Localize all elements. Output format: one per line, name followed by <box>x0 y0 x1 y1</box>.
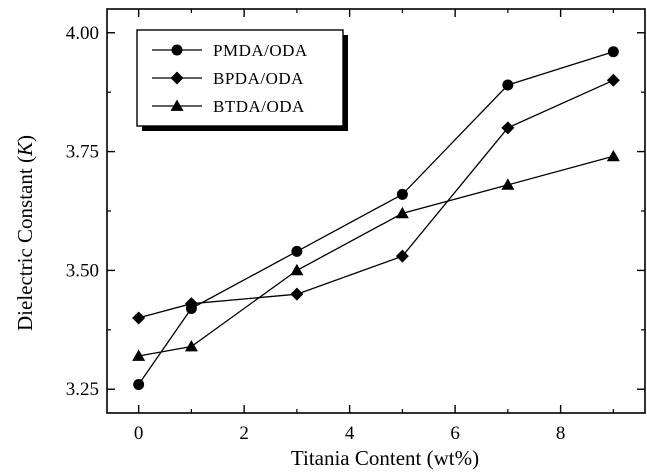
legend-label: PMDA/ODA <box>213 41 308 60</box>
legend-marker <box>170 71 184 85</box>
series-line <box>138 155 614 357</box>
y-tick-label: 3.50 <box>66 260 99 281</box>
y-axis-title: Dielectric Constant (K) <box>13 135 37 331</box>
y-tick-label: 3.25 <box>66 379 99 400</box>
y-tick-label: 4.00 <box>66 23 99 44</box>
data-point <box>133 378 145 390</box>
data-point <box>501 178 515 190</box>
series-line <box>138 79 614 319</box>
legend-label: BPDA/ODA <box>213 69 304 88</box>
series-btda-oda <box>132 149 620 361</box>
data-point <box>132 311 146 325</box>
data-point <box>396 188 408 200</box>
legend-marker <box>171 44 183 56</box>
data-point <box>184 339 198 352</box>
x-tick-label: 4 <box>345 423 355 444</box>
data-point <box>132 349 146 361</box>
data-point <box>501 121 515 135</box>
data-point <box>395 206 409 219</box>
data-point <box>502 79 514 91</box>
data-point <box>607 46 619 58</box>
legend-label: BTDA/ODA <box>213 97 305 116</box>
data-point <box>290 263 304 276</box>
x-axis-title: Titania Content (wt%) <box>291 446 479 470</box>
data-point <box>290 287 304 301</box>
legend-marker <box>170 99 184 111</box>
data-point <box>184 297 198 311</box>
x-tick-label: 2 <box>239 423 249 444</box>
y-axis-title-variable: K <box>13 141 37 157</box>
y-tick-label: 3.75 <box>66 142 99 163</box>
y-axis-title-prefix: Dielectric Constant ( <box>13 156 37 331</box>
data-point <box>395 249 409 263</box>
data-point <box>291 245 303 257</box>
x-tick-label: 0 <box>134 423 144 444</box>
data-point <box>606 73 620 87</box>
x-tick-label: 6 <box>450 423 460 444</box>
y-axis-title-suffix: ) <box>13 135 37 142</box>
series-line <box>138 51 614 385</box>
x-tick-label: 8 <box>556 423 566 444</box>
series-bpda-oda <box>132 73 620 325</box>
data-point <box>606 149 620 162</box>
